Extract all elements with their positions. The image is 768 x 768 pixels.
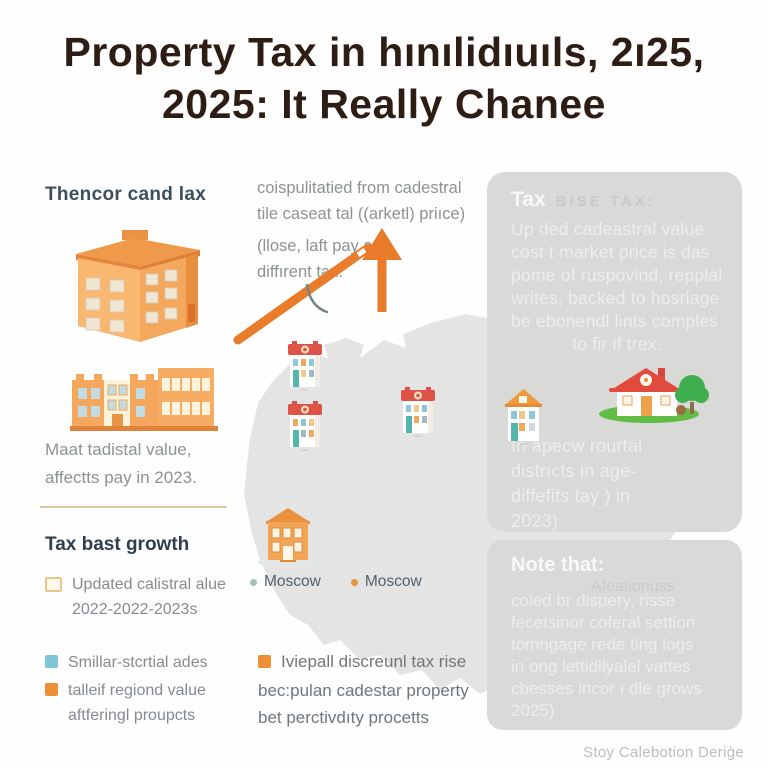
tan-outline-swatch-icon: [45, 577, 62, 592]
page-title-line2: 2025: It Really Chanee: [162, 81, 606, 127]
tax-box-body: Up ded cadeastral value cost t market pr…: [511, 218, 723, 356]
tax-box-heading: Tax BISE TAX:: [511, 188, 656, 212]
legend-label: Updated calistral alue 2022-2022-2023s: [72, 572, 226, 622]
map-house-icon: [288, 401, 322, 451]
legend-label-line2: aftferingl proupcts: [68, 707, 196, 724]
note-box-line: tomngage rede ting logs: [511, 635, 694, 654]
apartment-building-flat-icon: [70, 368, 218, 431]
legend-label-line1: talleif regiond value: [68, 682, 206, 699]
map-house-icon: [401, 387, 435, 437]
map-legend-label: Moscow: [264, 573, 321, 590]
bottom-note-line2: bec:pulan cadestar property: [258, 681, 469, 700]
growth-section-heading: Tax bast growth: [45, 534, 190, 555]
tax-box-heading-faint: BISE TAX:: [555, 193, 656, 210]
left-caption-line1: Maat tadistal value,: [45, 440, 192, 459]
note-box-line: coled br dispery, risse: [511, 591, 676, 610]
note-box-line: fecetsinor coferal settion: [511, 613, 696, 632]
legend-label: Smillar-stcrtial ades: [68, 654, 208, 671]
page-title: Property Tax in hınılidıuıls, 2ı25, 2025…: [0, 26, 768, 130]
tax-box-line: cost t market price is das: [511, 242, 710, 262]
bottom-note-line1: Iviepall discreunl tax rise: [281, 652, 467, 671]
footer-credit: Stoy Calebotion Deriģe: [583, 744, 744, 761]
note-box-line: in ong lettidllyalel vattes: [511, 657, 691, 676]
annotation-line3: (llose, laft pay a: [257, 237, 373, 255]
tax-box-caption: In apecw rourtal distrıcts in age- diffe…: [511, 434, 642, 534]
curve-bracket-icon: [305, 283, 329, 314]
map-house-orange-roof-icon: [505, 389, 542, 445]
note-box: Note that: Afeationuss coled br dispery,…: [487, 540, 742, 730]
page-title-line1: Property Tax in hınılidıuıls, 2ı25,: [63, 29, 705, 75]
left-section-heading: Thencor cand lax: [45, 184, 207, 205]
annotation-line2: tile caseat tal ((arketl) priıce): [257, 205, 466, 223]
legend-label-line1: Updated calistral alue: [72, 576, 226, 593]
orange-swatch-icon: [45, 683, 58, 696]
rising-arrow-icon: [233, 228, 402, 345]
tax-box-line: pome of ruspovind, repplal: [511, 265, 723, 285]
orange-dot-icon: [350, 578, 358, 586]
orange-swatch-icon: [258, 655, 271, 668]
tax-info-box: Tax BISE TAX: Up ded cadeastral value cos…: [487, 172, 742, 532]
note-box-heading: Note that:: [511, 554, 605, 576]
map-legend: Moscow Moscow: [250, 573, 422, 591]
map-house-icon: [288, 341, 322, 391]
section-divider: [40, 506, 227, 508]
tax-box-caption-line: 2023): [511, 511, 559, 531]
legend-label-line2: 2022-2022-2023s: [72, 601, 198, 618]
note-box-body: coled br dispery, risse fecetsinor cofer…: [511, 590, 725, 722]
tax-box-heading-bold: Tax: [511, 188, 546, 211]
annotation-line1: coispulitatied from cadestral: [257, 179, 462, 197]
note-box-line: 2025): [511, 701, 555, 720]
apartment-building-3d-icon: [76, 230, 200, 342]
gray-dot-icon: [250, 578, 257, 586]
tax-box-line: be ebonendl lints comples: [511, 311, 719, 331]
note-box-faint-text: Afeationuss: [591, 578, 675, 595]
tax-box-caption-line: In apecw rourtal: [511, 436, 643, 456]
tax-box-line: to fir if trex.: [572, 334, 662, 354]
teal-swatch-icon: [45, 655, 58, 668]
left-caption: Maat tadistal value, affectts pay in 202…: [45, 436, 197, 492]
map-legend-entry-orange: Moscow: [350, 573, 422, 591]
legend-item-regional: talleif regiond value aftferingl proupct…: [45, 678, 206, 728]
map-legend-entry-gray: Moscow: [250, 573, 321, 591]
tax-box-caption-line: diffefits tay ) in: [511, 486, 631, 506]
tax-box-line: writes, backed to hosrlage: [511, 288, 720, 308]
tax-box-caption-line: distrıcts in age-: [511, 461, 637, 481]
legend-item-similar: Smillar-stcrtial ades: [45, 650, 208, 675]
left-caption-line2: affectts pay in 2023.: [45, 468, 197, 487]
bottom-note-legend: Iviepall discreunl tax rise: [258, 652, 466, 672]
cottage-with-tree-icon: [599, 368, 709, 423]
orange-house-icon: [258, 508, 318, 568]
legend-item-updated-cadastral: Updated calistral alue 2022-2022-2023s: [45, 572, 226, 622]
bottom-note-line3: bet perctivdıty procetts: [258, 708, 430, 727]
note-box-line: cbesses incor ı dle grows: [511, 679, 702, 698]
map-legend-label: Moscow: [364, 573, 422, 590]
tax-box-line: Up ded cadeastral value: [511, 219, 705, 239]
legend-label: talleif regiond value aftferingl proupct…: [68, 678, 206, 728]
